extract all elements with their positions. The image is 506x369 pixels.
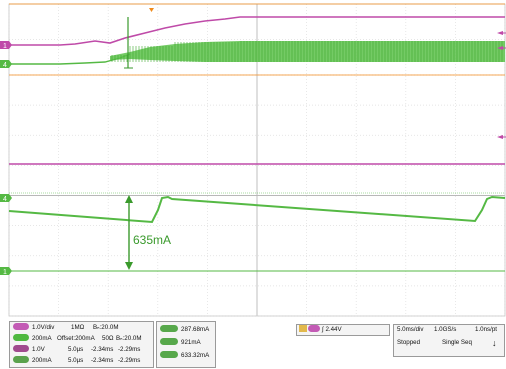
acquisition-panel[interactable]: 5.0ms/div 1.0GS/s 1.0ns/pt Stopped Singl… (393, 324, 505, 357)
measurement-chip-icon (160, 350, 178, 358)
ch1-chip-icon (13, 322, 29, 330)
math-pos1: -2.34ms (91, 357, 114, 364)
ref-settings-row[interactable]: 1.0V 5.0µs -2.34ms -2.29ms (13, 344, 140, 355)
record-length-icon[interactable]: ↓ (492, 338, 497, 348)
record-resolution: 1.0ns/pt (475, 326, 498, 333)
ref-scale: 1.0V (32, 346, 45, 353)
channel-settings-panel[interactable]: 1.0V/div 1MΩ Bₙ:20.0M 200mA Offset:200mA… (9, 321, 154, 368)
ch1-trace-upper (9, 16, 505, 46)
trigger-slope-icon: ∫ (322, 326, 324, 333)
ch4-trace-lower (8, 195, 506, 224)
svg-text:1: 1 (3, 43, 7, 50)
math-time: 5.0µs (68, 357, 84, 364)
ref-pos2: -2.29ms (118, 346, 141, 353)
horizontal-row[interactable]: 5.0ms/div 1.0GS/s 1.0ns/pt (397, 325, 497, 335)
ref-chip-icon (13, 344, 29, 352)
time-per-div: 5.0ms/div (397, 326, 424, 333)
trigger-row[interactable]: ∫ 2.44V (299, 324, 342, 335)
ch1-settings-row[interactable]: 1.0V/div 1MΩ Bₙ:20.0M (13, 322, 119, 333)
svg-text:4: 4 (3, 62, 7, 69)
ch1-impedance: 1MΩ (71, 324, 85, 331)
ch4-impedance: 50Ω (102, 335, 114, 342)
measurement-value: 287.68mA (181, 326, 210, 333)
acquisition-mode: Single Seq (442, 339, 472, 346)
ch4-marker-lower[interactable]: 4 (0, 194, 12, 203)
ch1-bandwidth: Bₙ:20.0M (93, 324, 119, 331)
ch1-scale: 1.0V/div (32, 324, 55, 331)
trigger-panel[interactable]: ∫ 2.44V (296, 324, 390, 336)
trigger-source-icon (299, 324, 307, 332)
ch4-bandwidth: Bₙ:20.0M (116, 335, 142, 342)
measurement-row[interactable]: 921mA (160, 337, 201, 348)
math-settings-row[interactable]: 200mA 5.0µs -2.34ms -2.29ms (13, 355, 140, 366)
math-scale: 200mA (32, 357, 52, 364)
measurement-value: 921mA (181, 339, 201, 346)
ch4-chip-icon (13, 333, 29, 341)
ref-time: 5.0µs (68, 346, 84, 353)
measurement-value: 633.32mA (181, 352, 210, 359)
ch4-scale: 200mA (32, 335, 52, 342)
ref-pos1: -2.34ms (91, 346, 114, 353)
acquisition-state: Stopped (397, 339, 421, 346)
measurement-row[interactable]: 287.68mA (160, 324, 210, 335)
trigger-level: 2.44V (325, 326, 342, 333)
ch4-ground-marker[interactable]: 1 (0, 267, 12, 276)
acquisition-state-row[interactable]: Stopped Single Seq ↓ (397, 338, 497, 348)
trigger-channel-icon (308, 324, 320, 332)
svg-text:4: 4 (3, 196, 7, 203)
measurement-row[interactable]: 633.32mA (160, 350, 210, 361)
trigger-position-marker (149, 8, 154, 12)
ch1-offset-arrow-right (497, 31, 506, 35)
ch4-offset: Offset:200mA (57, 335, 95, 342)
svg-text:1: 1 (3, 269, 7, 276)
arrow-up-head (125, 195, 133, 203)
ch1-offset-arrow-right-lower (497, 135, 506, 139)
waveform-display: 635mA 1 4 4 1 (0, 3, 506, 317)
ch4-marker-upper[interactable]: 4 (0, 60, 12, 69)
math-chip-icon (13, 355, 29, 363)
measurement-chip-icon (160, 337, 178, 345)
measurements-panel[interactable]: 287.68mA 921mA 633.32mA (156, 321, 216, 368)
measurement-chip-icon (160, 324, 178, 332)
arrow-down-head (125, 262, 133, 270)
sample-rate: 1.0GS/s (434, 326, 457, 333)
ch4-ripple-texture (111, 41, 503, 62)
math-pos2: -2.29ms (118, 357, 141, 364)
status-bar: 1.0V/div 1MΩ Bₙ:20.0M 200mA Offset:200mA… (0, 317, 506, 369)
ch4-offset-arrow-right (497, 46, 506, 50)
current-annotation: 635mA (133, 233, 171, 247)
ch4-settings-row[interactable]: 200mA Offset:200mA 50Ω Bₙ:20.0M (13, 333, 142, 344)
ch1-marker-upper[interactable]: 1 (0, 41, 12, 50)
